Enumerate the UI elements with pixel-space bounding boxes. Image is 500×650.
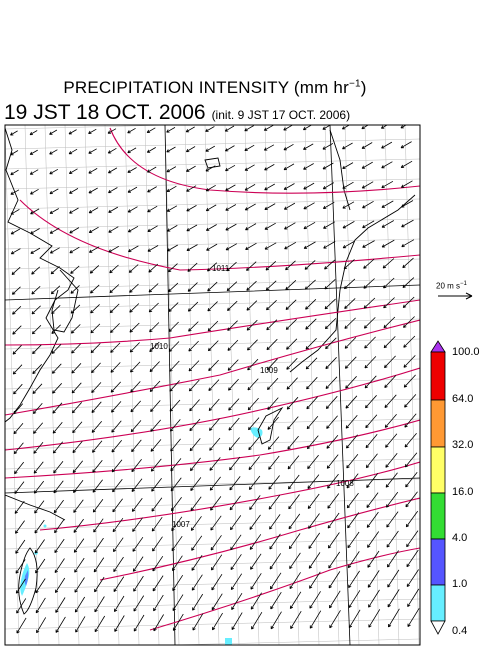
colorbar-segment <box>430 584 446 622</box>
colorbar-label: 32.0 <box>452 439 474 451</box>
isobar-label: 1008 <box>336 479 354 488</box>
wind-vectors <box>10 125 420 634</box>
colorbar-label: 0.4 <box>452 625 468 637</box>
colorbar-over-triangle <box>430 340 446 353</box>
init-time: (init. 9 JST 17 OCT. 2006) <box>211 108 351 122</box>
colorbar-label: 1.0 <box>452 578 468 590</box>
valid-time: 19 JST 18 OCT. 2006 <box>4 101 206 124</box>
coast-korea <box>51 269 79 333</box>
vector-reference-arrow <box>438 292 473 300</box>
rain-patch-taiwan-core <box>24 570 29 586</box>
chart-title-text: PRECIPITATION INTENSITY (mm hr <box>63 78 349 97</box>
colorbar-under-triangle <box>430 620 446 635</box>
isobar-line <box>99 497 420 581</box>
map-frame <box>4 124 421 646</box>
vector-reference-exponent: −1 <box>460 281 467 287</box>
coast-japan-honshu <box>289 194 416 373</box>
chart-title-unit-exponent: −1 <box>348 78 361 90</box>
chart-subtitle: 19 JST 18 OCT. 2006 (init. 9 JST 17 OCT. … <box>4 101 350 125</box>
coast-asia-mainland <box>5 127 75 423</box>
colorbar-segment <box>430 538 446 586</box>
vector-reference-label: 20 m s−1 <box>436 281 467 291</box>
isobar-label: 1011 <box>212 264 230 273</box>
isobar-line <box>39 461 420 531</box>
colorbar <box>430 340 446 635</box>
coast-sakhalin <box>329 129 351 211</box>
rain-patch-south <box>225 638 232 645</box>
lat-lon-grid <box>5 125 420 645</box>
colorbar-segment <box>430 446 446 494</box>
coastlines <box>5 127 416 615</box>
isobar-label: 1007 <box>172 520 190 529</box>
colorbar-label: 16.0 <box>452 486 474 498</box>
rain-patch-kyushu <box>250 427 263 438</box>
isobar-line <box>5 299 420 346</box>
colorbar-segment <box>430 492 446 540</box>
vector-reference-text: 20 m s <box>436 281 461 291</box>
isobar-line <box>19 199 420 271</box>
isobar-line <box>5 419 420 479</box>
isobar-label: 1009 <box>260 366 278 375</box>
colorbar-label: 100.0 <box>452 346 480 358</box>
coast-taiwan <box>18 547 38 615</box>
colorbar-label: 64.0 <box>452 393 474 405</box>
isobar-line <box>5 319 420 416</box>
coast-china-south <box>5 494 66 521</box>
chart-title-close: ) <box>360 78 367 97</box>
colorbar-segment <box>430 351 446 401</box>
colorbar-segment <box>430 399 446 448</box>
coast-island-small <box>204 157 221 169</box>
chart-title: PRECIPITATION INTENSITY (mm hr−1) <box>0 78 430 98</box>
isobar-line <box>5 367 420 451</box>
isobar-label: 1010 <box>150 342 168 351</box>
colorbar-label: 4.0 <box>452 532 468 544</box>
coast-japan-kyushu <box>257 406 284 445</box>
rain-dot <box>43 524 47 528</box>
isobar-line <box>109 127 420 194</box>
